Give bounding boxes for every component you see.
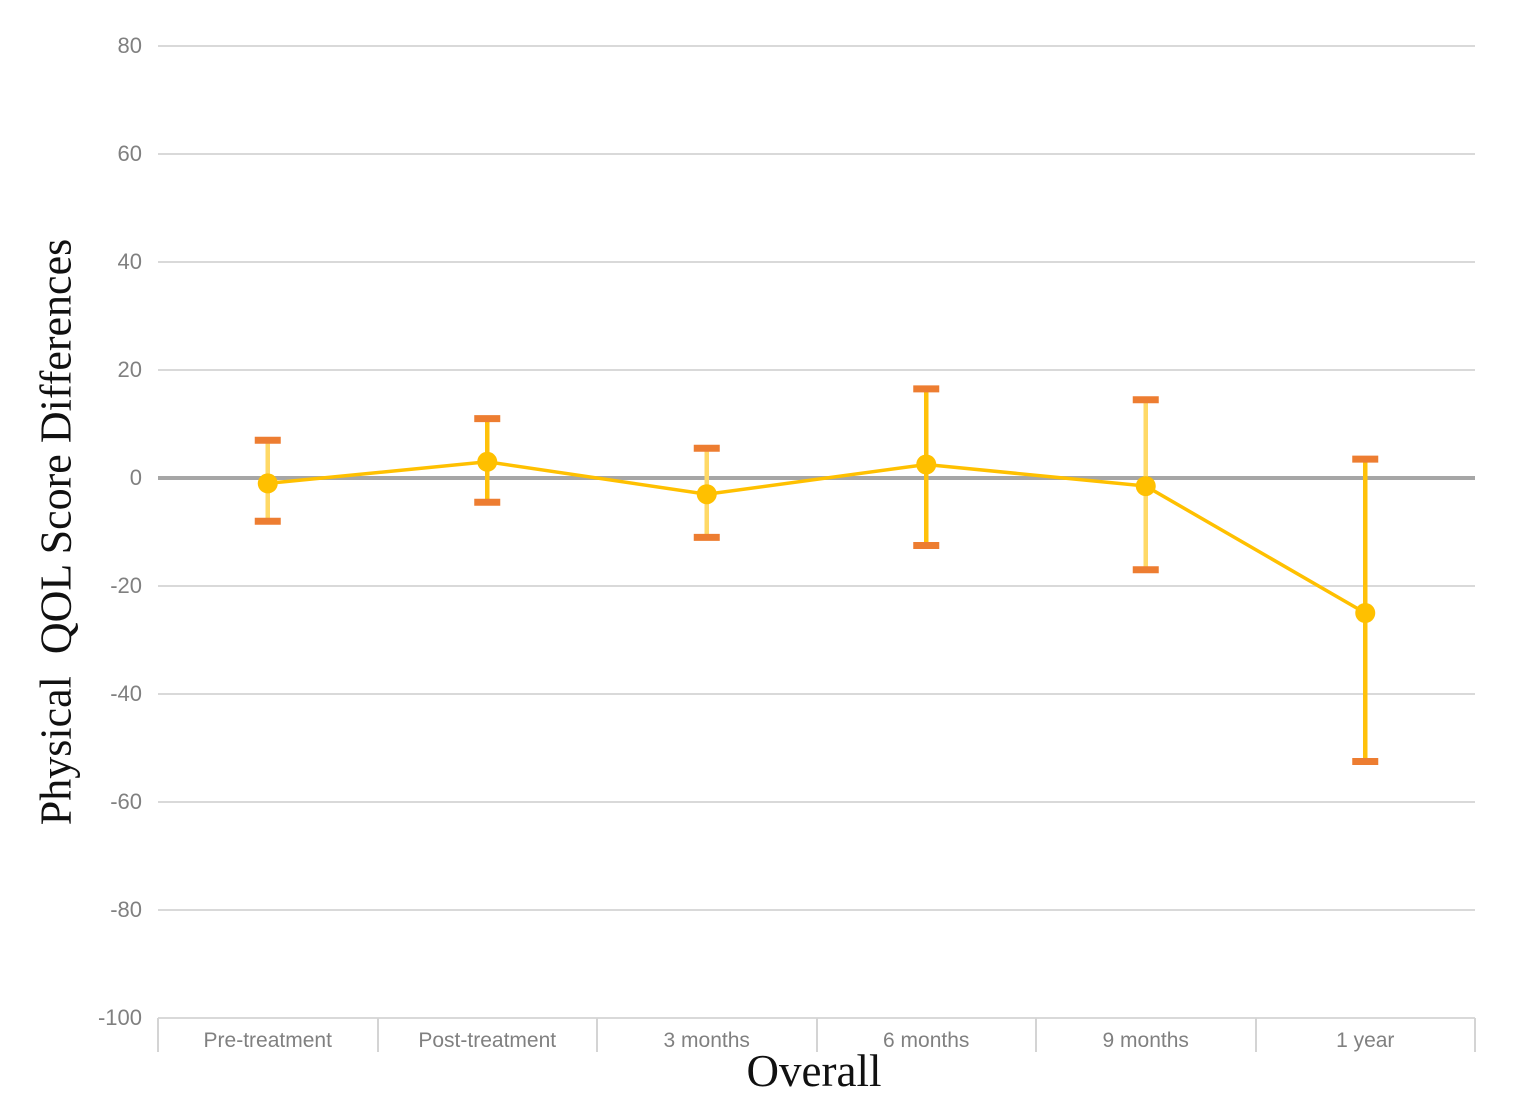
y-axis-title: Physical QOL Score Differences bbox=[31, 238, 81, 826]
y-tick-label--60: -60 bbox=[110, 789, 142, 814]
y-tick-label-60: 60 bbox=[117, 141, 142, 166]
data-point-marker-0 bbox=[257, 473, 278, 494]
x-category-label-5: 1 year bbox=[1336, 1029, 1395, 1052]
gridline--60 bbox=[158, 801, 1475, 803]
data-point-marker-4 bbox=[1135, 476, 1156, 497]
x-axis-tick-mark bbox=[376, 1018, 379, 1052]
gridline-40 bbox=[158, 261, 1475, 263]
data-point-marker-2 bbox=[696, 484, 717, 505]
y-tick-label--20: -20 bbox=[110, 573, 142, 598]
y-tick-label-40: 40 bbox=[117, 249, 142, 274]
x-axis-tick-mark bbox=[596, 1018, 598, 1052]
y-tick-label--80: -80 bbox=[110, 897, 142, 922]
data-point-marker-5 bbox=[1355, 603, 1376, 623]
x-axis-tick-mark bbox=[1035, 1018, 1037, 1052]
gridline--40 bbox=[158, 693, 1475, 695]
y-tick-label--100: -100 bbox=[97, 1005, 142, 1030]
gridline-60 bbox=[158, 153, 1475, 155]
x-category-label-3: 6 months bbox=[883, 1029, 970, 1052]
y-tick-label--40: -40 bbox=[110, 681, 142, 706]
y-tick-label-0: 0 bbox=[129, 465, 142, 490]
gridline-20 bbox=[158, 369, 1475, 371]
x-category-label-4: 9 months bbox=[1102, 1029, 1189, 1052]
x-axis-tick-mark bbox=[157, 1018, 159, 1052]
x-axis-tick-mark bbox=[1474, 1018, 1476, 1052]
x-axis-tick-mark bbox=[1254, 1018, 1257, 1052]
x-category-label-0: Pre-treatment bbox=[203, 1029, 332, 1052]
x-axis-title: Overall bbox=[746, 1046, 882, 1096]
x-category-label-1: Post-treatment bbox=[418, 1029, 557, 1052]
gridline-80 bbox=[158, 45, 1475, 47]
x-axis-tick-mark bbox=[815, 1018, 818, 1052]
gridline--80 bbox=[158, 909, 1475, 911]
x-category-label-2: 3 months bbox=[663, 1029, 750, 1052]
y-tick-label-20: 20 bbox=[117, 357, 142, 382]
data-point-marker-1 bbox=[477, 451, 498, 472]
data-point-marker-3 bbox=[916, 454, 937, 475]
series-line bbox=[267, 460, 1367, 615]
gridline--20 bbox=[158, 585, 1475, 587]
y-tick-label-80: 80 bbox=[117, 33, 142, 58]
